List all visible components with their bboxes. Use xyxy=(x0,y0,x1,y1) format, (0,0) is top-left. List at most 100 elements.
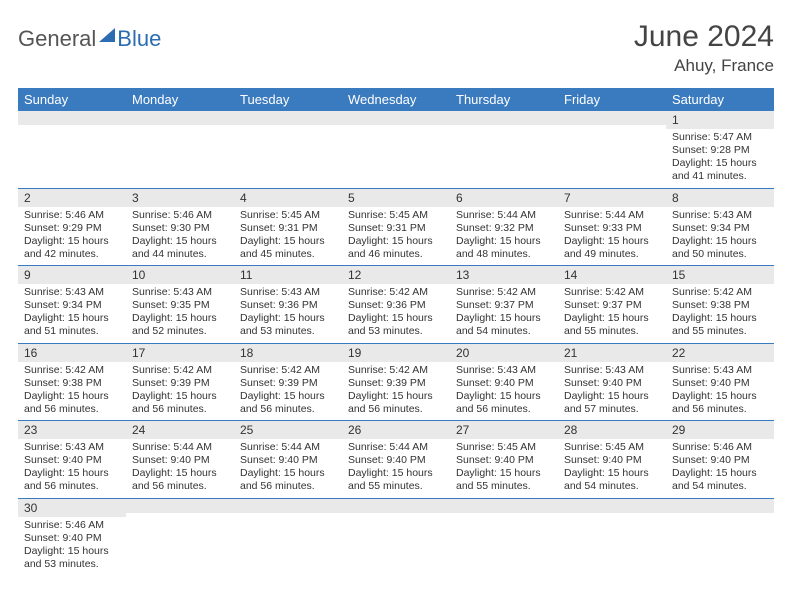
calendar-day-cell xyxy=(234,111,342,188)
day-number: 3 xyxy=(126,189,234,207)
day-body: Sunrise: 5:43 AMSunset: 9:35 PMDaylight:… xyxy=(126,284,234,343)
daylight-text: Daylight: 15 hours and 42 minutes. xyxy=(24,235,120,261)
sunset-text: Sunset: 9:33 PM xyxy=(564,222,660,235)
sunrise-text: Sunrise: 5:43 AM xyxy=(672,209,768,222)
daylight-text: Daylight: 15 hours and 55 minutes. xyxy=(348,467,444,493)
calendar-day-cell: 14Sunrise: 5:42 AMSunset: 9:37 PMDayligh… xyxy=(558,266,666,344)
sunrise-text: Sunrise: 5:43 AM xyxy=(24,286,120,299)
sunset-text: Sunset: 9:38 PM xyxy=(672,299,768,312)
day-body: Sunrise: 5:43 AMSunset: 9:36 PMDaylight:… xyxy=(234,284,342,343)
sunrise-text: Sunrise: 5:42 AM xyxy=(456,286,552,299)
sunrise-text: Sunrise: 5:42 AM xyxy=(24,364,120,377)
calendar-day-cell: 17Sunrise: 5:42 AMSunset: 9:39 PMDayligh… xyxy=(126,343,234,421)
calendar-day-cell: 3Sunrise: 5:46 AMSunset: 9:30 PMDaylight… xyxy=(126,188,234,266)
sunset-text: Sunset: 9:39 PM xyxy=(348,377,444,390)
sunrise-text: Sunrise: 5:42 AM xyxy=(564,286,660,299)
day-body xyxy=(342,115,450,125)
sunset-text: Sunset: 9:29 PM xyxy=(24,222,120,235)
sunrise-text: Sunrise: 5:43 AM xyxy=(24,441,120,454)
day-body: Sunrise: 5:45 AMSunset: 9:40 PMDaylight:… xyxy=(450,439,558,498)
day-body xyxy=(234,115,342,125)
calendar-day-cell: 4Sunrise: 5:45 AMSunset: 9:31 PMDaylight… xyxy=(234,188,342,266)
calendar-day-cell xyxy=(450,498,558,575)
day-number: 17 xyxy=(126,344,234,362)
daylight-text: Daylight: 15 hours and 54 minutes. xyxy=(672,467,768,493)
day-body: Sunrise: 5:46 AMSunset: 9:40 PMDaylight:… xyxy=(18,517,126,576)
day-number: 12 xyxy=(342,266,450,284)
day-number: 5 xyxy=(342,189,450,207)
day-number: 19 xyxy=(342,344,450,362)
day-number: 6 xyxy=(450,189,558,207)
sunset-text: Sunset: 9:39 PM xyxy=(240,377,336,390)
sunset-text: Sunset: 9:31 PM xyxy=(240,222,336,235)
calendar-day-cell: 5Sunrise: 5:45 AMSunset: 9:31 PMDaylight… xyxy=(342,188,450,266)
weekday-header: Monday xyxy=(126,88,234,111)
calendar-day-cell: 21Sunrise: 5:43 AMSunset: 9:40 PMDayligh… xyxy=(558,343,666,421)
daylight-text: Daylight: 15 hours and 48 minutes. xyxy=(456,235,552,261)
day-body: Sunrise: 5:43 AMSunset: 9:40 PMDaylight:… xyxy=(558,362,666,421)
day-body xyxy=(558,115,666,125)
calendar-day-cell xyxy=(126,498,234,575)
sunrise-text: Sunrise: 5:46 AM xyxy=(672,441,768,454)
calendar-day-cell xyxy=(18,111,126,188)
day-body: Sunrise: 5:42 AMSunset: 9:37 PMDaylight:… xyxy=(558,284,666,343)
sunrise-text: Sunrise: 5:42 AM xyxy=(240,364,336,377)
day-number: 24 xyxy=(126,421,234,439)
day-body: Sunrise: 5:43 AMSunset: 9:34 PMDaylight:… xyxy=(666,207,774,266)
sunrise-text: Sunrise: 5:43 AM xyxy=(456,364,552,377)
day-body xyxy=(126,115,234,125)
calendar-day-cell: 19 Sunrise: 5:42 AMSunset: 9:39 PMDayligh… xyxy=(342,343,450,421)
sunset-text: Sunset: 9:37 PM xyxy=(564,299,660,312)
day-body: Sunrise: 5:42 AMSunset: 9:38 PMDaylight:… xyxy=(18,362,126,421)
sunset-text: Sunset: 9:35 PM xyxy=(132,299,228,312)
weekday-header-row: Sunday Monday Tuesday Wednesday Thursday… xyxy=(18,88,774,111)
sunrise-text: Sunrise: 5:45 AM xyxy=(240,209,336,222)
day-body: Sunrise: 5:44 AMSunset: 9:33 PMDaylight:… xyxy=(558,207,666,266)
sunrise-text: Sunrise: 5:44 AM xyxy=(564,209,660,222)
weekday-header: Saturday xyxy=(666,88,774,111)
day-number: 1 xyxy=(666,111,774,129)
sunrise-text: Sunrise: 5:42 AM xyxy=(348,364,444,377)
daylight-text: Daylight: 15 hours and 55 minutes. xyxy=(672,312,768,338)
day-number: 21 xyxy=(558,344,666,362)
sunset-text: Sunset: 9:40 PM xyxy=(132,454,228,467)
daylight-text: Daylight: 15 hours and 46 minutes. xyxy=(348,235,444,261)
calendar-week-row: 1Sunrise: 5:47 AMSunset: 9:28 PMDaylight… xyxy=(18,111,774,188)
sunrise-text: Sunrise: 5:45 AM xyxy=(456,441,552,454)
day-body: Sunrise: 5:42 AMSunset: 9:39 PMDaylight:… xyxy=(126,362,234,421)
day-number: 9 xyxy=(18,266,126,284)
sunset-text: Sunset: 9:30 PM xyxy=(132,222,228,235)
sunset-text: Sunset: 9:38 PM xyxy=(24,377,120,390)
calendar-day-cell xyxy=(342,111,450,188)
calendar-day-cell: 20Sunrise: 5:43 AMSunset: 9:40 PMDayligh… xyxy=(450,343,558,421)
daylight-text: Daylight: 15 hours and 56 minutes. xyxy=(240,390,336,416)
daylight-text: Daylight: 15 hours and 54 minutes. xyxy=(456,312,552,338)
day-body: Sunrise: 5:43 AMSunset: 9:40 PMDaylight:… xyxy=(666,362,774,421)
calendar-day-cell xyxy=(666,498,774,575)
calendar-week-row: 9Sunrise: 5:43 AMSunset: 9:34 PMDaylight… xyxy=(18,266,774,344)
daylight-text: Daylight: 15 hours and 52 minutes. xyxy=(132,312,228,338)
daylight-text: Daylight: 15 hours and 56 minutes. xyxy=(24,467,120,493)
daylight-text: Daylight: 15 hours and 41 minutes. xyxy=(672,157,768,183)
day-body xyxy=(342,503,450,513)
sunrise-text: Sunrise: 5:43 AM xyxy=(672,364,768,377)
brand-logo: General Blue xyxy=(18,26,161,52)
calendar-day-cell: 8Sunrise: 5:43 AMSunset: 9:34 PMDaylight… xyxy=(666,188,774,266)
calendar-week-row: 2Sunrise: 5:46 AMSunset: 9:29 PMDaylight… xyxy=(18,188,774,266)
calendar-day-cell: 10Sunrise: 5:43 AMSunset: 9:35 PMDayligh… xyxy=(126,266,234,344)
calendar-day-cell: 11Sunrise: 5:43 AMSunset: 9:36 PMDayligh… xyxy=(234,266,342,344)
sunrise-text: Sunrise: 5:42 AM xyxy=(348,286,444,299)
calendar-day-cell xyxy=(234,498,342,575)
daylight-text: Daylight: 15 hours and 56 minutes. xyxy=(348,390,444,416)
day-body: Sunrise: 5:46 AMSunset: 9:30 PMDaylight:… xyxy=(126,207,234,266)
day-body xyxy=(18,115,126,125)
daylight-text: Daylight: 15 hours and 51 minutes. xyxy=(24,312,120,338)
daylight-text: Daylight: 15 hours and 44 minutes. xyxy=(132,235,228,261)
sunrise-text: Sunrise: 5:46 AM xyxy=(24,519,120,532)
weekday-header: Friday xyxy=(558,88,666,111)
day-number: 20 xyxy=(450,344,558,362)
month-title: June 2024 xyxy=(634,20,774,54)
calendar-day-cell: 23Sunrise: 5:43 AMSunset: 9:40 PMDayligh… xyxy=(18,421,126,499)
brand-part2: Blue xyxy=(117,26,161,52)
sunset-text: Sunset: 9:40 PM xyxy=(456,377,552,390)
